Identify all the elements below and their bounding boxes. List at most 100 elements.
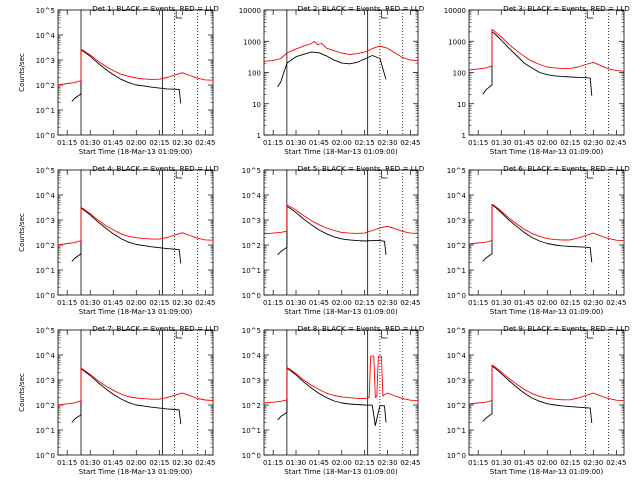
y-tick-label: 10000: [444, 7, 466, 15]
y-tick-label: 10^4: [242, 192, 262, 200]
x-tick-label: 01:30: [80, 299, 100, 307]
x-tick-label: 02:30: [172, 139, 192, 147]
x-tick-label: 01:45: [103, 139, 123, 147]
panel-title: Det 1: BLACK = Events, RED = LLD: [92, 4, 219, 13]
x-tick-label: 01:45: [309, 139, 329, 147]
x-tick-label: 02:00: [126, 139, 146, 147]
y-tick-label: 10^0: [447, 292, 466, 300]
x-tick-label: 02:45: [195, 459, 215, 467]
panel-8: Det 8: BLACK = Events, RED = LLD 10^0 10^1…: [242, 324, 425, 476]
panel-5: Det 5: BLACK = Events, RED = LLD 10^0 10^1…: [242, 164, 425, 316]
y-tick-label: 10^0: [242, 292, 261, 300]
y-tick-label: 10^2: [242, 242, 261, 250]
panel-9: Det 9: BLACK = Events, RED = LLD 10^0 10^1…: [447, 324, 631, 476]
x-tick-label: 02:30: [583, 459, 603, 467]
time-marker: [586, 171, 594, 179]
series-group: [264, 40, 418, 87]
x-tick-label: 02:15: [560, 299, 580, 307]
y-tick-label: 10^2: [36, 242, 55, 250]
y-tick-label: 10^5: [447, 327, 466, 335]
x-tick-label: 01:45: [514, 299, 534, 307]
y-tick-label: 10^0: [36, 292, 55, 300]
panel-title: Det 9: BLACK = Events, RED = LLD: [503, 324, 630, 333]
axes-frame: [468, 169, 625, 296]
y-tick-label: 10000: [239, 7, 261, 15]
series-group: [469, 364, 624, 424]
series-group: [58, 48, 213, 104]
x-tick-label: 02:30: [377, 299, 397, 307]
x-tick-label: 02:45: [195, 299, 215, 307]
x-tick-label: 02:15: [560, 139, 580, 147]
panel-7: Det 7: BLACK = Events, RED = LLD 10^0 10^1…: [18, 324, 219, 476]
panel-title: Det 4: BLACK = Events, RED = LLD: [92, 164, 219, 173]
x-tick-label: 01:45: [103, 299, 123, 307]
y-tick-label: 10^2: [447, 242, 466, 250]
x-axis-label: Start Time (18-Mar-13 01:09:00): [79, 148, 193, 156]
x-axis-label: Start Time (18-Mar-13 01:09:00): [490, 468, 604, 476]
y-tick-label: 10^5: [242, 167, 261, 175]
y-tick-label: 100: [453, 70, 466, 78]
y-tick-label: 10^5: [36, 167, 55, 175]
y-tick-label: 1: [462, 132, 466, 140]
series-lld: [264, 355, 418, 404]
axes-frame: [263, 329, 419, 456]
x-tick-label: 02:15: [355, 459, 375, 467]
y-tick-label: 10^3: [36, 57, 55, 65]
y-tick-label: 10^5: [36, 7, 55, 15]
x-axis-label: Start Time (18-Mar-13 01:09:00): [284, 148, 398, 156]
panel-4: Det 4: BLACK = Events, RED = LLD 10^0 10^1…: [18, 164, 219, 316]
series-events: [71, 49, 182, 104]
x-tick-label: 01:15: [468, 299, 488, 307]
series-lld: [469, 28, 624, 72]
x-tick-label: 01:30: [286, 459, 306, 467]
x-tick-label: 01:30: [286, 139, 306, 147]
y-tick-label: 10^2: [36, 82, 55, 90]
y-tick-label: 10^2: [36, 402, 55, 410]
y-tick-label: 10^0: [242, 452, 261, 460]
series-group: [469, 28, 624, 96]
x-tick-label: 01:45: [309, 299, 329, 307]
axes-frame: [263, 169, 419, 296]
y-tick-label: 10^1: [447, 427, 466, 435]
x-tick-label: 02:00: [537, 459, 557, 467]
time-marker: [586, 331, 594, 339]
time-marker: [586, 11, 594, 19]
series-group: [469, 203, 624, 263]
series-events: [71, 368, 182, 425]
series-lld: [58, 206, 213, 246]
series-lld: [264, 40, 418, 62]
y-tick-label: 10^1: [242, 427, 261, 435]
axes-frame: [57, 329, 214, 456]
y-tick-label: 10^4: [36, 192, 56, 200]
series-group: [58, 367, 213, 425]
axes-frame: [57, 9, 214, 136]
x-tick-label: 02:00: [537, 299, 557, 307]
x-tick-label: 02:15: [355, 299, 375, 307]
x-tick-label: 01:30: [80, 459, 100, 467]
panel-title: Det 7: BLACK = Events, RED = LLD: [92, 324, 219, 333]
x-tick-label: 02:45: [400, 139, 420, 147]
x-tick-label: 01:15: [57, 299, 77, 307]
y-tick-label: 10^1: [36, 107, 55, 115]
time-marker: [381, 171, 388, 179]
y-tick-label: 10^4: [242, 352, 262, 360]
y-tick-label: 10^3: [36, 217, 55, 225]
x-tick-label: 02:30: [377, 459, 397, 467]
x-tick-label: 02:15: [560, 459, 580, 467]
x-tick-label: 01:30: [80, 139, 100, 147]
x-tick-label: 02:00: [126, 459, 146, 467]
x-axis-label: Start Time (18-Mar-13 01:09:00): [284, 308, 398, 316]
panel-title: Det 2: BLACK = Events, RED = LLD: [298, 4, 425, 13]
panel-3: Det 3: BLACK = Events, RED = LLD 1 10 100 10…: [444, 4, 631, 156]
x-tick-label: 02:00: [126, 299, 146, 307]
x-tick-label: 02:45: [400, 459, 420, 467]
x-tick-label: 02:15: [149, 299, 169, 307]
x-tick-label: 01:30: [491, 139, 511, 147]
x-tick-label: 02:30: [583, 299, 603, 307]
y-tick-label: 10^3: [242, 217, 261, 225]
series-group: [58, 206, 213, 264]
series-events: [482, 365, 593, 424]
time-marker: [381, 331, 388, 339]
y-tick-label: 10^3: [447, 377, 466, 385]
